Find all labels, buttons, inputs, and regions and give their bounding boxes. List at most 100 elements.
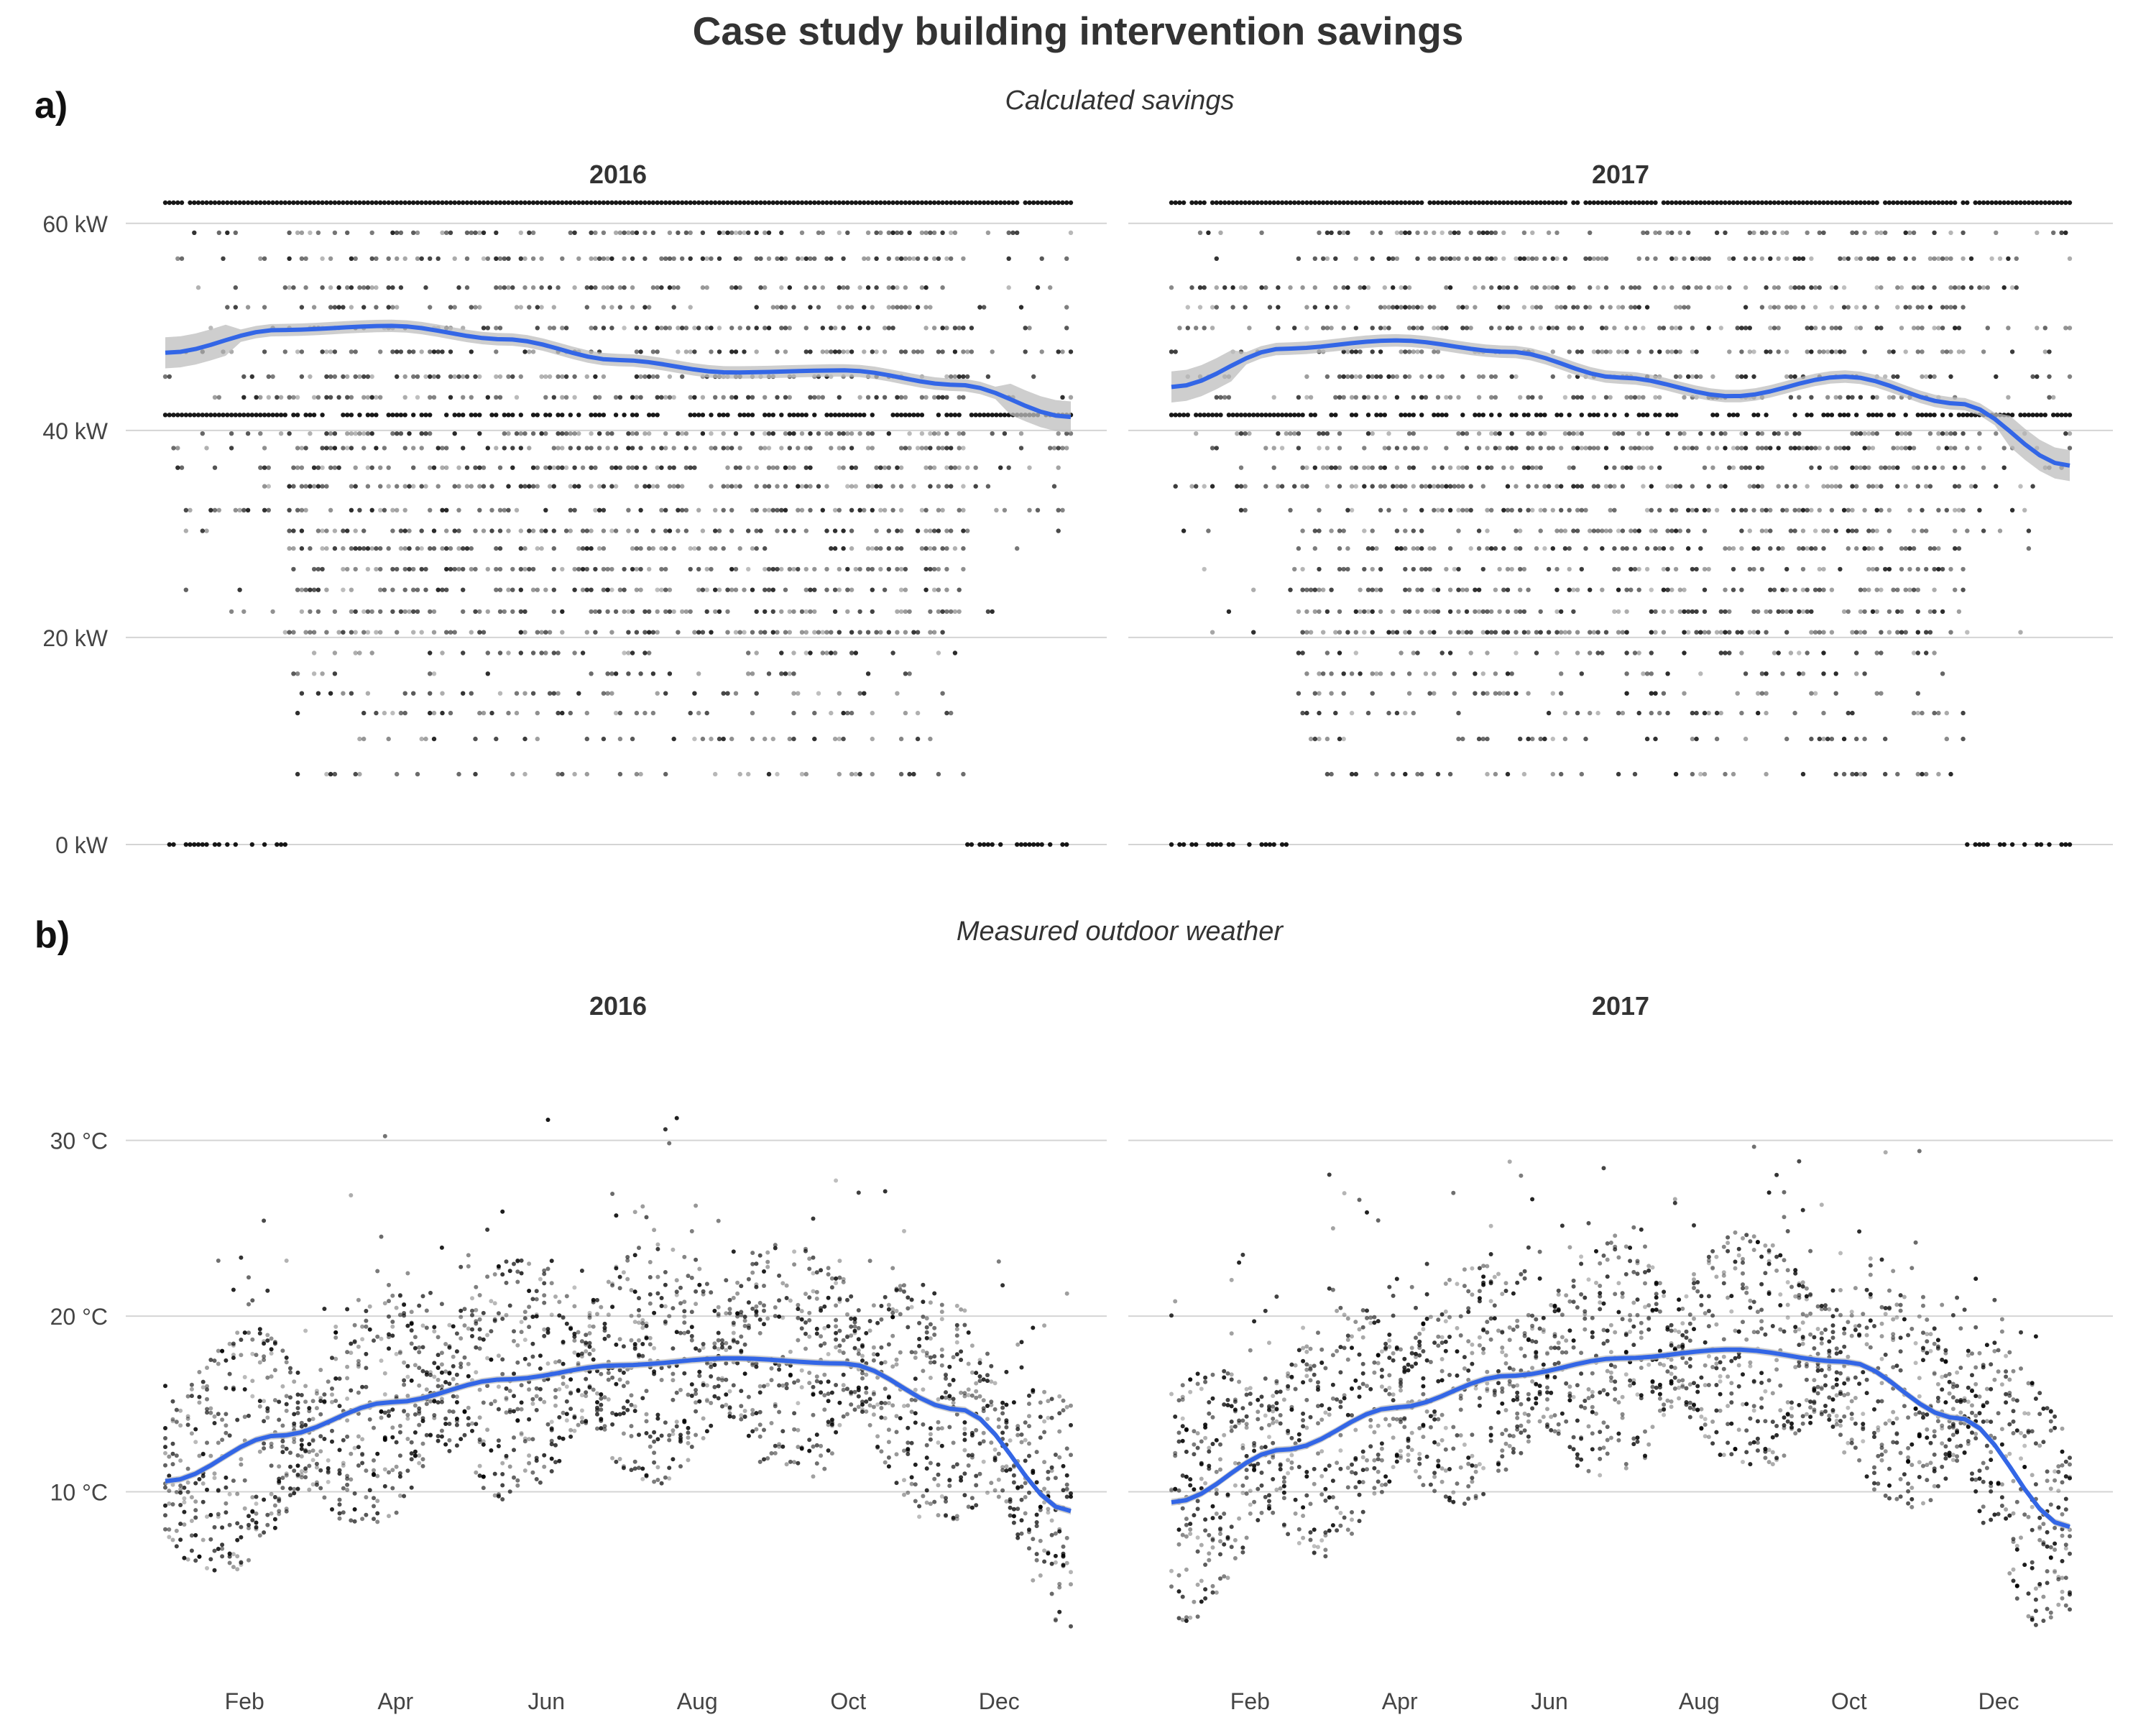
data-point	[195, 200, 201, 206]
data-point	[1064, 305, 1069, 310]
data-point	[469, 305, 474, 310]
data-point	[1588, 413, 1593, 418]
data-point	[477, 507, 482, 512]
data-point	[556, 285, 561, 290]
data-point	[1809, 256, 1814, 261]
data-point	[249, 842, 254, 847]
data-point	[605, 431, 610, 436]
data-point	[543, 587, 548, 592]
data-point	[378, 566, 383, 572]
data-point	[1267, 413, 1273, 418]
data-point	[1694, 710, 1699, 716]
data-point	[270, 200, 275, 206]
data-point	[287, 200, 292, 206]
data-point	[419, 446, 424, 451]
data-point	[1644, 413, 1650, 418]
smooth-trend-line	[1171, 338, 2070, 468]
data-point	[201, 1499, 206, 1504]
data-point	[1292, 200, 1297, 206]
data-point	[1456, 230, 1461, 235]
data-point	[1206, 528, 1211, 533]
data-point	[961, 566, 966, 572]
data-point	[175, 465, 180, 470]
data-point	[1907, 566, 1912, 572]
data-point	[205, 1410, 209, 1415]
data-point	[402, 1313, 407, 1318]
data-point	[227, 1522, 232, 1527]
data-point	[1325, 771, 1330, 777]
data-point	[783, 507, 788, 512]
data-point	[617, 771, 623, 777]
data-point	[671, 484, 676, 489]
data-point	[1636, 285, 1641, 290]
data-point	[1714, 507, 1720, 512]
data-point	[1235, 431, 1240, 436]
data-point	[630, 413, 635, 418]
data-point	[1961, 230, 1966, 235]
data-point	[1464, 446, 1470, 451]
data-point	[1015, 200, 1020, 206]
data-point	[1362, 285, 1367, 290]
data-point	[1329, 230, 1334, 235]
data-point	[284, 1259, 289, 1263]
data-point	[205, 1407, 209, 1412]
data-point	[812, 609, 817, 615]
data-point	[1759, 484, 1765, 489]
data-point	[308, 630, 313, 635]
data-point	[1788, 285, 1794, 290]
data-point	[1953, 587, 1958, 592]
data-point	[1391, 630, 1396, 635]
data-point	[419, 630, 424, 635]
data-point	[1821, 230, 1826, 235]
data-point	[1353, 349, 1359, 354]
data-point	[775, 200, 780, 206]
data-point	[1768, 326, 1773, 331]
data-point	[1838, 256, 1843, 261]
data-point	[349, 691, 354, 696]
data-point	[1411, 566, 1416, 572]
data-point	[1406, 200, 1412, 206]
data-point	[936, 413, 941, 418]
data-point	[1932, 465, 1937, 470]
data-point	[683, 528, 689, 533]
data-point	[1911, 326, 1917, 331]
data-point	[1825, 200, 1830, 206]
data-point	[551, 566, 556, 572]
data-point	[282, 349, 287, 354]
data-point	[497, 200, 503, 206]
data-point	[1353, 630, 1359, 635]
data-point	[936, 650, 941, 656]
data-point	[395, 200, 400, 206]
data-point	[167, 1527, 172, 1532]
data-point	[1756, 691, 1761, 696]
data-point	[568, 431, 573, 436]
data-point	[1370, 349, 1375, 354]
data-point	[1317, 446, 1322, 451]
data-point	[882, 326, 888, 331]
data-point	[1920, 710, 1925, 716]
data-point	[1173, 200, 1178, 206]
data-point	[841, 528, 846, 533]
data-point	[1304, 587, 1309, 592]
data-point	[318, 1412, 323, 1417]
data-point	[1858, 465, 1864, 470]
data-point	[242, 1330, 247, 1335]
data-point	[1370, 200, 1375, 206]
data-point	[1673, 507, 1679, 512]
data-point	[1764, 771, 1769, 777]
data-point	[568, 230, 573, 235]
data-point	[1554, 650, 1560, 656]
data-point	[469, 230, 474, 235]
data-point	[1784, 484, 1789, 489]
data-point	[816, 200, 821, 206]
data-point	[1961, 507, 1966, 512]
data-point	[277, 1481, 282, 1486]
data-point	[729, 587, 734, 592]
data-point	[1394, 630, 1400, 635]
data-point	[1718, 710, 1723, 716]
data-point	[1238, 465, 1244, 470]
data-point	[1259, 285, 1264, 290]
data-point	[1501, 587, 1506, 592]
data-point	[182, 1500, 187, 1505]
data-point	[1915, 285, 1920, 290]
